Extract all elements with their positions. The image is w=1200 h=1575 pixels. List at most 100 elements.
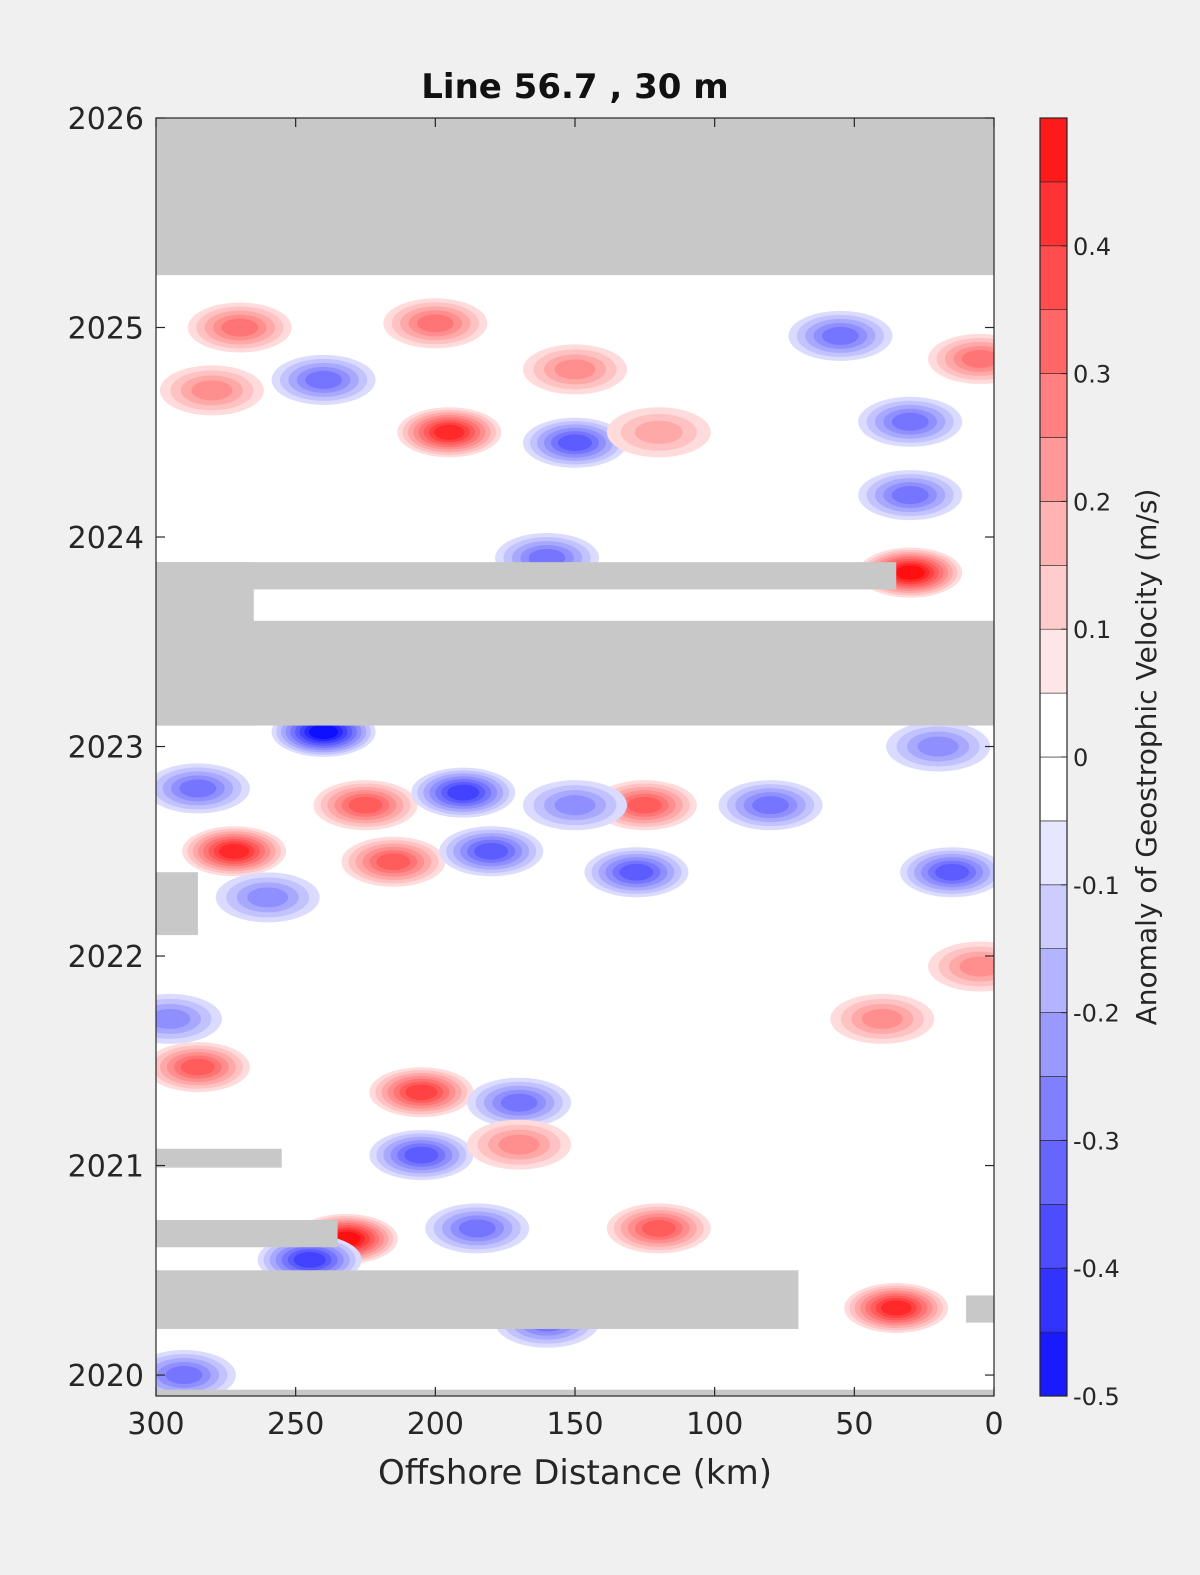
colorbar-segment <box>1039 437 1068 502</box>
colorbar-tick-label: 0.4 <box>1073 233 1111 261</box>
anomaly-contour-level <box>752 796 789 815</box>
y-tick-label: 2020 <box>68 1359 144 1394</box>
colorbar-segment <box>1039 756 1068 822</box>
anomaly-contour-level <box>376 853 411 871</box>
missing-data-band <box>966 1295 994 1323</box>
anomaly-contour-level <box>634 420 683 444</box>
x-tick-label: 250 <box>267 1407 324 1442</box>
x-tick-label: 50 <box>835 1407 873 1442</box>
anomaly-feature <box>182 826 287 877</box>
missing-data-band <box>156 872 198 936</box>
anomaly-feature <box>313 780 418 831</box>
colorbar-segment <box>1039 245 1068 311</box>
anomaly-contour-level <box>156 1008 191 1029</box>
anomaly-contour-level <box>179 779 217 798</box>
anomaly-contour-level <box>641 1220 676 1237</box>
anomaly-feature <box>159 365 264 416</box>
colorbar-segment <box>1039 1331 1068 1397</box>
anomaly-feature <box>718 780 823 831</box>
anomaly-contour-level <box>498 1134 540 1155</box>
anomaly-contour-level <box>221 318 259 337</box>
colorbar-tick-label: -0.4 <box>1073 1255 1120 1283</box>
anomaly-contour-level <box>935 863 970 881</box>
anomaly-feature <box>858 396 963 447</box>
anomaly-contour-level <box>861 1008 903 1029</box>
anomaly-feature <box>411 767 516 818</box>
anomaly-contour-level <box>880 1300 912 1316</box>
y-tick-label: 2023 <box>68 731 144 766</box>
colorbar-segment <box>1039 1204 1068 1269</box>
anomaly-feature <box>467 1119 572 1170</box>
anomaly-contour-level <box>917 736 959 757</box>
anomaly-contour-level <box>554 359 596 380</box>
colorbar-tick-label: 0.3 <box>1073 361 1111 389</box>
colorbar-tick-label: -0.2 <box>1073 1000 1120 1028</box>
anomaly-feature <box>156 1042 250 1093</box>
anomaly-feature <box>900 847 994 898</box>
anomaly-contour-level <box>404 1146 439 1164</box>
x-tick-label: 0 <box>984 1407 1003 1442</box>
anomaly-feature <box>341 836 446 887</box>
anomaly-contour-level <box>416 314 454 333</box>
anomaly-contour-level <box>305 370 342 389</box>
missing-data-band <box>156 118 994 276</box>
anomaly-contour-level <box>458 1219 496 1238</box>
anomaly-feature <box>928 333 994 384</box>
missing-data-band <box>156 1148 282 1168</box>
missing-data-band <box>156 562 254 726</box>
colorbar-tick-label: 0 <box>1073 744 1088 772</box>
anomaly-feature <box>156 763 250 814</box>
anomaly-feature <box>606 407 711 458</box>
anomaly-contour-level <box>959 956 994 977</box>
anomaly-contour-level <box>447 784 480 801</box>
anomaly-feature <box>467 1077 572 1128</box>
anomaly-contour-level <box>218 843 250 859</box>
plot-area: 300 250 200 150 100 50 0 202020212022202320242… <box>68 102 1004 1442</box>
x-tick-label: 200 <box>407 1407 464 1442</box>
anomaly-feature <box>928 941 994 992</box>
colorbar-label: Anomaly of Geostrophic Velocity (m/s) <box>1130 489 1163 1026</box>
y-tick-label: 2022 <box>68 940 144 975</box>
chart-title: Line 56.7 , 30 m <box>421 67 728 107</box>
anomaly-contour-level <box>165 1366 203 1385</box>
anomaly-feature <box>830 993 935 1044</box>
colorbar-segment <box>1039 373 1068 438</box>
x-tick-label: 100 <box>686 1407 743 1442</box>
anomaly-feature <box>369 1067 474 1118</box>
missing-data-mask <box>156 118 994 1396</box>
colorbar-tick-label: -0.3 <box>1073 1127 1120 1155</box>
anomaly-feature <box>369 1130 474 1181</box>
anomaly-feature <box>523 780 627 831</box>
missing-data-band <box>156 1270 799 1329</box>
y-axis-ticks: 2020 2021 2022 2023 2024 2025 2026 <box>68 102 994 1394</box>
colorbar-segment <box>1039 564 1068 630</box>
colorbar-segment <box>1039 1076 1068 1141</box>
colorbar-segment <box>1039 820 1068 886</box>
anomaly-contour-level <box>961 349 994 368</box>
colorbar-segment <box>1039 884 1068 949</box>
colorbar-tick-label: -0.5 <box>1073 1383 1120 1411</box>
missing-data-band <box>156 1220 338 1248</box>
x-axis-ticks: 300 250 200 150 100 50 0 <box>127 118 1004 1442</box>
anomaly-feature <box>844 1283 949 1334</box>
colorbar-segments <box>1039 117 1068 1397</box>
anomaly-feature <box>584 847 689 898</box>
anomaly-contour-level <box>891 412 929 431</box>
anomaly-contour-level <box>247 887 289 908</box>
anomaly-contour-level <box>180 1058 215 1076</box>
anomaly-contour-level <box>554 795 596 816</box>
anomaly-contour-level <box>405 1084 438 1101</box>
anomaly-contour-level <box>895 565 925 580</box>
anomaly-feature <box>215 872 320 923</box>
anomaly-feature <box>523 344 627 395</box>
colorbar-tick-label: 0.2 <box>1073 488 1111 516</box>
y-tick-label: 2024 <box>68 521 144 556</box>
anomaly-feature <box>606 1203 711 1254</box>
colorbar-ticks: -0.5 -0.4 -0.3 -0.2 -0.1 0 0.1 0.2 0.3 0.4 <box>1061 233 1120 1411</box>
anomaly-feature <box>788 310 893 361</box>
anomaly-contour-level <box>474 842 509 860</box>
x-tick-label: 300 <box>127 1407 184 1442</box>
anomaly-contour-level <box>500 1093 538 1112</box>
anomaly-feature <box>425 1203 530 1254</box>
